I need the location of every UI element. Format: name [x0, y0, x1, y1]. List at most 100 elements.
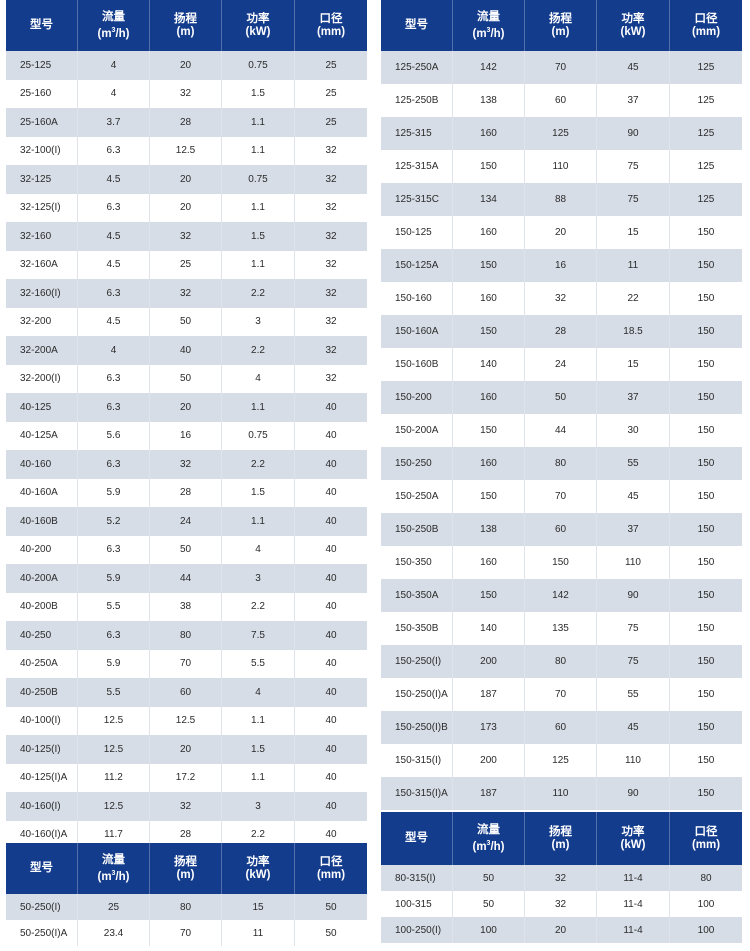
flow-cell: 173: [453, 711, 525, 744]
bore-cell: 150: [697, 557, 715, 568]
left-spec-table-2: 型号 流量 (m3/h) 扬程 (m) 功率 (kW) 口径 (mm) 50-250(I…: [6, 843, 367, 946]
bore-cell: 25: [325, 59, 337, 71]
flow-cell: 5.5: [78, 592, 150, 621]
table-row: 80-315(I) 50 32 11-4 80: [381, 865, 742, 891]
power-cell: 11: [222, 920, 295, 946]
bore-cell: 40: [325, 515, 337, 527]
power-cell: 2.2: [222, 336, 295, 365]
bore-cell: 40: [325, 829, 337, 841]
model-cell: 40-160(I): [6, 792, 78, 821]
flow-cell: 4.5: [78, 165, 150, 194]
bore-cell: 40: [325, 601, 337, 613]
bore-cell: 40: [325, 658, 337, 670]
head-cell: 28: [525, 315, 597, 348]
head-cell: 110: [525, 150, 597, 183]
table-body: 125-250A 142 70 45 125 125-250B 138 60 37 125 125-…: [381, 51, 742, 810]
bore-cell: 40: [325, 715, 337, 727]
power-cell: 2.2: [222, 450, 295, 479]
model-cell: 125-250A: [381, 51, 453, 84]
table-row: 32-125(I) 6.3 20 1.1 32: [6, 193, 367, 222]
head-cell: 28: [150, 108, 222, 137]
power-cell: 11: [597, 249, 670, 282]
table-row: 150-315(I)A 187 110 90 150: [381, 777, 742, 810]
model-cell: 32-200: [6, 307, 78, 336]
header-bore: 口径 (mm): [316, 855, 346, 881]
power-cell: 1.5: [222, 478, 295, 507]
head-cell: 25: [150, 250, 222, 279]
model-cell: 25-160A: [6, 108, 78, 137]
power-cell: 45: [597, 480, 670, 513]
header-model: 型号: [6, 0, 78, 51]
table-row: 150-160B 140 24 15 150: [381, 348, 742, 381]
head-cell: 32: [150, 222, 222, 251]
table-body: 25-125 4 20 0.75 25 25-160 4 32 1.5 25 25-160A 3.7 2…: [6, 51, 367, 849]
flow-cell: 200: [453, 744, 525, 777]
head-cell: 12.5: [150, 706, 222, 735]
flow-cell: 150: [453, 150, 525, 183]
power-cell: 11-4: [597, 891, 670, 917]
bore-cell: 125: [697, 161, 715, 172]
model-cell: 150-315(I): [381, 744, 453, 777]
flow-cell: 25: [78, 894, 150, 920]
table-row: 150-250(I)B 173 60 45 150: [381, 711, 742, 744]
table-row: 125-315 160 125 90 125: [381, 117, 742, 150]
head-cell: 32: [150, 792, 222, 821]
model-cell: 150-315(I)A: [381, 777, 453, 810]
table-row: 125-250A 142 70 45 125: [381, 51, 742, 84]
table-row: 40-160(I) 12.5 32 3 40: [6, 792, 367, 821]
table-row: 150-315(I) 200 125 110 150: [381, 744, 742, 777]
flow-cell: 4: [78, 79, 150, 108]
power-cell: 1.1: [222, 193, 295, 222]
flow-cell: 6.3: [78, 535, 150, 564]
model-cell: 100-250(I): [381, 917, 453, 943]
bore-cell: 40: [325, 772, 337, 784]
flow-cell: 11.7: [78, 820, 150, 849]
power-cell: 15: [597, 216, 670, 249]
power-cell: 75: [597, 612, 670, 645]
table-row: 40-125 6.3 20 1.1 40: [6, 393, 367, 422]
table-row: 40-250B 5.5 60 4 40: [6, 678, 367, 707]
table-row: 40-200A 5.9 44 3 40: [6, 564, 367, 593]
power-cell: 0.75: [222, 421, 295, 450]
model-cell: 32-200(I): [6, 364, 78, 393]
model-cell: 50-250(I)A: [6, 920, 78, 946]
table-row: 40-250A 5.9 70 5.5 40: [6, 649, 367, 678]
bore-cell: 32: [325, 173, 337, 185]
flow-cell: 12.5: [78, 706, 150, 735]
power-cell: 110: [597, 546, 670, 579]
head-cell: 40: [150, 336, 222, 365]
model-cell: 32-125: [6, 165, 78, 194]
model-cell: 150-160: [381, 282, 453, 315]
power-cell: 90: [597, 117, 670, 150]
flow-cell: 5.9: [78, 649, 150, 678]
model-cell: 150-125: [381, 216, 453, 249]
bore-cell: 125: [697, 62, 715, 73]
model-cell: 150-125A: [381, 249, 453, 282]
power-cell: 11-4: [597, 917, 670, 943]
header-bore: 口径 (mm): [691, 825, 721, 851]
bore-cell: 125: [697, 194, 715, 205]
model-cell: 32-160A: [6, 250, 78, 279]
model-cell: 40-160A: [6, 478, 78, 507]
table-row: 40-200B 5.5 38 2.2 40: [6, 592, 367, 621]
power-cell: 30: [597, 414, 670, 447]
header-model: 型号: [381, 0, 453, 51]
model-cell: 150-250B: [381, 513, 453, 546]
table-row: 40-100(I) 12.5 12.5 1.1 40: [6, 706, 367, 735]
flow-cell: 150: [453, 480, 525, 513]
power-cell: 0.75: [222, 165, 295, 194]
table-row: 32-100(I) 6.3 12.5 1.1 32: [6, 136, 367, 165]
model-cell: 80-315(I): [381, 865, 453, 891]
bore-cell: 40: [325, 800, 337, 812]
flow-cell: 187: [453, 678, 525, 711]
bore-cell: 125: [697, 128, 715, 139]
header-model: 型号: [6, 843, 78, 894]
head-cell: 32: [525, 282, 597, 315]
flow-cell: 6.3: [78, 364, 150, 393]
table-header: 型号 流量 (m3/h) 扬程 (m) 功率 (kW) 口径 (mm): [381, 812, 742, 865]
table-row: 150-350A 150 142 90 150: [381, 579, 742, 612]
head-cell: 20: [150, 393, 222, 422]
model-cell: 32-200A: [6, 336, 78, 365]
table-row: 32-200(I) 6.3 50 4 32: [6, 364, 367, 393]
power-cell: 55: [597, 678, 670, 711]
